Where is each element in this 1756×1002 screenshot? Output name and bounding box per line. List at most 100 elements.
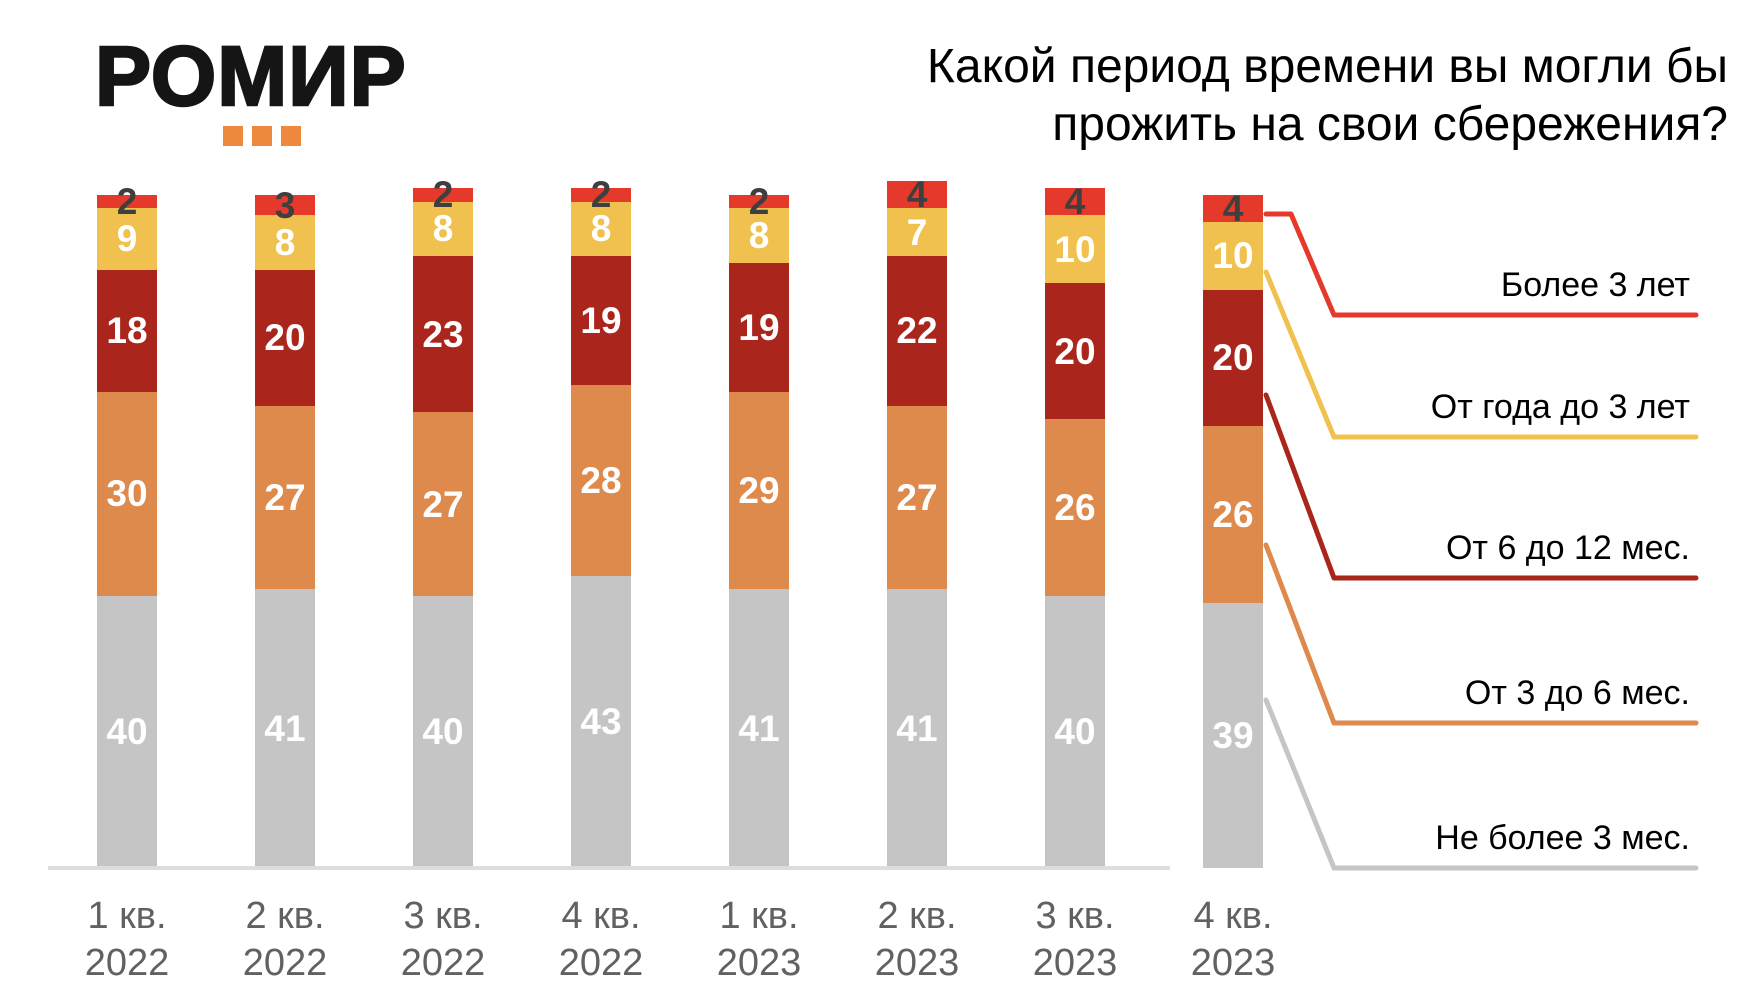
value-label: 18 [106,310,148,352]
bar-segment: 19 [729,262,789,392]
x-axis-line [48,866,1170,870]
value-label: 26 [1054,487,1096,529]
x-axis-label: 2 кв. 2022 [206,893,364,987]
bar-segment: 8 [571,201,631,256]
bar-segment: 2 [571,176,631,213]
bar-segment: 39 [1203,602,1263,868]
x-axis-label-line: 2023 [874,942,960,984]
value-label: 9 [116,218,138,260]
value-label: 2 [116,181,138,223]
bar-segment: 19 [571,255,631,386]
value-label: 39 [1212,714,1254,756]
x-axis-label-line: 2023 [1190,942,1276,984]
x-axis-label-line: 3 кв. [1035,895,1115,937]
x-axis-label-line: 2022 [242,942,328,984]
bar-column: 2 8 23 27 40 [413,176,473,868]
chart-title: Какой период времени вы могли бы прожить… [927,38,1728,154]
x-axis-label-line: 2022 [84,942,170,984]
logo-accent-square [223,126,243,146]
value-label: 30 [106,473,148,515]
bar-segment: 8 [255,215,315,270]
value-label: 26 [1212,493,1254,535]
bar-segment: 40 [413,595,473,868]
bar-segment: 40 [1045,595,1105,868]
x-axis-label: 3 кв. 2022 [364,893,522,987]
legend-label: Не более 3 мес. [1435,819,1690,857]
value-label: 4 [1064,181,1086,223]
value-label: 27 [264,476,306,518]
legend-label: От года до 3 лет [1430,388,1690,426]
value-label: 22 [896,310,938,352]
x-axis-label-line: 1 кв. [719,895,799,937]
legend-label: От 3 до 6 мес. [1464,674,1690,712]
x-axis-label: 1 кв. 2023 [680,893,838,987]
bar-column: 2 8 19 28 43 [571,176,631,868]
value-label: 8 [590,208,612,250]
value-label: 27 [422,483,464,525]
value-label: 4 [1222,187,1244,229]
bar-segment: 18 [97,269,157,392]
value-label: 8 [274,221,296,263]
value-label: 20 [1212,337,1254,379]
bar-segment: 8 [413,201,473,256]
value-label: 8 [432,208,454,250]
value-label: 40 [1054,711,1096,753]
chart-title-line-1: Какой период времени вы могли бы [926,40,1728,93]
bar-segment: 7 [887,208,947,256]
bar-segment: 2 [97,183,157,220]
chart-title-line-2: прожить на свои сбережения? [1052,98,1728,151]
bar-column: 2 8 19 29 41 [729,183,789,868]
bar-column: 2 9 18 30 40 [97,183,157,868]
bar-segment: 29 [729,391,789,590]
value-label: 3 [274,184,296,226]
x-axis-label-line: 2022 [558,942,644,984]
bar-segment: 4 [1045,183,1105,220]
value-label: 20 [264,317,306,359]
bar-column: 4 10 20 26 39 [1203,190,1263,868]
bar-segment: 30 [97,391,157,596]
bar-segment: 26 [1045,419,1105,596]
x-axis-label-line: 2022 [400,942,486,984]
value-label: 2 [590,174,612,216]
x-axis-label: 4 кв. 2022 [522,893,680,987]
bar-segment: 8 [729,208,789,263]
x-axis-label: 3 кв. 2023 [996,893,1154,987]
value-label: 41 [896,708,938,750]
value-label: 4 [906,174,928,216]
x-axis-label-line: 2 кв. [245,895,325,937]
bar-segment: 9 [97,208,157,270]
value-label: 19 [738,306,780,348]
value-label: 10 [1212,235,1254,277]
value-label: 41 [738,708,780,750]
romir-logo: РОМИР [94,29,407,146]
bar-segment: 27 [887,405,947,590]
bar-segment: 2 [413,176,473,213]
bar-column: 4 7 22 27 41 [887,176,947,868]
bar-segment: 41 [887,589,947,868]
logo-accent-square [252,126,272,146]
bar-segment: 26 [1203,425,1263,603]
value-label: 41 [264,708,306,750]
value-label: 10 [1054,228,1096,270]
value-label: 29 [738,470,780,512]
legend-label: От 6 до 12 мес. [1445,529,1690,567]
value-label: 7 [906,211,928,253]
value-label: 40 [422,711,464,753]
x-axis-label-line: 2023 [1032,942,1118,984]
bar-segment: 43 [571,575,631,868]
bar-segment: 20 [1203,289,1263,426]
bar-segment: 41 [729,589,789,868]
bar-segment: 20 [255,269,315,406]
value-label: 28 [580,459,622,501]
x-axis-label: 1 кв. 2022 [48,893,206,987]
x-axis-label-line: 2 кв. [877,895,957,937]
bar-segment: 41 [255,589,315,868]
bar-column: 3 8 20 27 41 [255,187,315,868]
bar-segment: 27 [255,405,315,590]
bar-segment: 20 [1045,283,1105,420]
bar-segment: 22 [887,255,947,406]
bar-segment: 4 [1203,190,1263,227]
value-label: 20 [1054,330,1096,372]
logo-accent-square [281,126,301,146]
romir-logo-text: РОМИР [94,29,407,123]
